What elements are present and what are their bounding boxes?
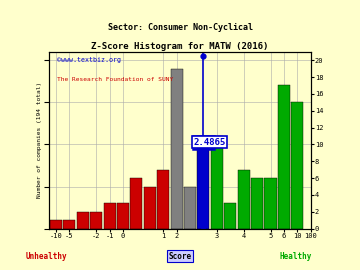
Bar xyxy=(184,187,196,229)
Bar xyxy=(278,86,290,229)
Title: Z-Score Histogram for MATW (2016): Z-Score Histogram for MATW (2016) xyxy=(91,42,269,51)
Bar xyxy=(130,178,143,229)
Text: The Research Foundation of SUNY: The Research Foundation of SUNY xyxy=(57,76,173,82)
Text: Healthy: Healthy xyxy=(279,252,311,261)
Text: Score: Score xyxy=(168,252,192,261)
Text: ©www.textbiz.org: ©www.textbiz.org xyxy=(57,57,121,63)
Bar xyxy=(63,220,75,229)
Bar xyxy=(251,178,263,229)
Bar xyxy=(238,170,250,229)
Bar xyxy=(157,170,169,229)
Bar xyxy=(211,136,223,229)
Bar xyxy=(265,178,276,229)
Bar xyxy=(117,203,129,229)
Bar xyxy=(104,203,116,229)
Text: Sector: Consumer Non-Cyclical: Sector: Consumer Non-Cyclical xyxy=(108,23,252,32)
Bar xyxy=(291,102,303,229)
Bar xyxy=(90,212,102,229)
Text: 2.4865: 2.4865 xyxy=(193,138,226,147)
Bar xyxy=(50,220,62,229)
Bar xyxy=(77,212,89,229)
Bar xyxy=(197,136,210,229)
Text: Unhealthy: Unhealthy xyxy=(26,252,68,261)
Bar xyxy=(224,203,236,229)
Bar xyxy=(144,187,156,229)
Y-axis label: Number of companies (194 total): Number of companies (194 total) xyxy=(37,82,42,198)
Bar xyxy=(171,69,183,229)
